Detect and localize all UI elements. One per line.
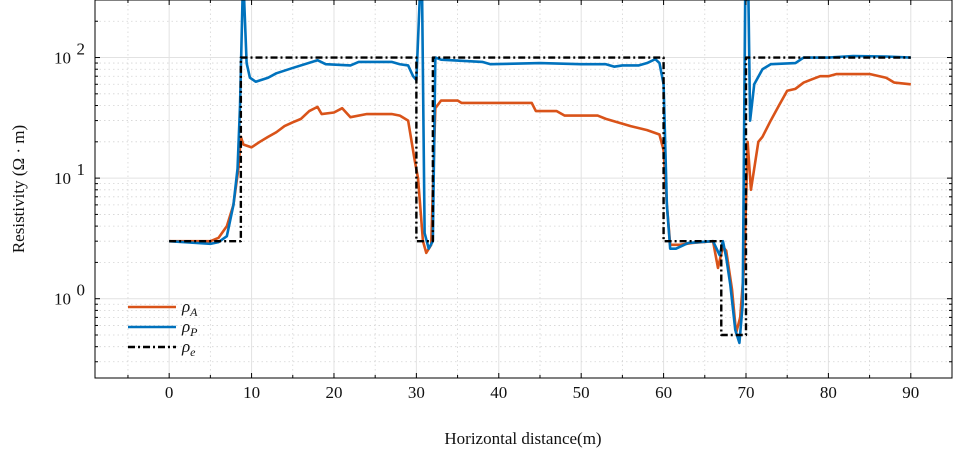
- x-tick-label: 60: [655, 383, 672, 402]
- x-tick-label: 40: [490, 383, 507, 402]
- x-axis-title: Horizontal distance(m): [444, 429, 601, 448]
- y-tick-label: 10: [54, 290, 71, 309]
- series-line-rhoE: [169, 56, 911, 337]
- x-tick-label: 50: [573, 383, 590, 402]
- x-tick-label: 80: [820, 383, 837, 402]
- x-tick-label: 70: [737, 383, 754, 402]
- y-tick-exponent: 1: [77, 160, 86, 179]
- series-group: [169, 0, 911, 345]
- x-tick-label: 0: [165, 383, 174, 402]
- x-tick-label: 90: [902, 383, 919, 402]
- x-tick-label: 10: [243, 383, 260, 402]
- y-axis-title: Resistivity (Ω · m): [9, 125, 28, 253]
- legend-label-rhoP: ρP: [181, 317, 198, 339]
- x-tick-label: 20: [325, 383, 342, 402]
- legend-label-rhoE: ρe: [181, 337, 196, 359]
- series-line-rhoA: [169, 72, 911, 335]
- y-tick-label: 10: [54, 49, 71, 68]
- x-tick-label: 30: [408, 383, 425, 402]
- series-line-rhoP: [169, 0, 911, 345]
- y-tick-label: 10: [54, 169, 71, 188]
- legend-label-rhoA: ρA: [181, 297, 198, 319]
- plot-frame: [94, 0, 953, 379]
- y-tick-exponent: 0: [77, 281, 86, 300]
- y-tick-exponent: 2: [77, 40, 86, 59]
